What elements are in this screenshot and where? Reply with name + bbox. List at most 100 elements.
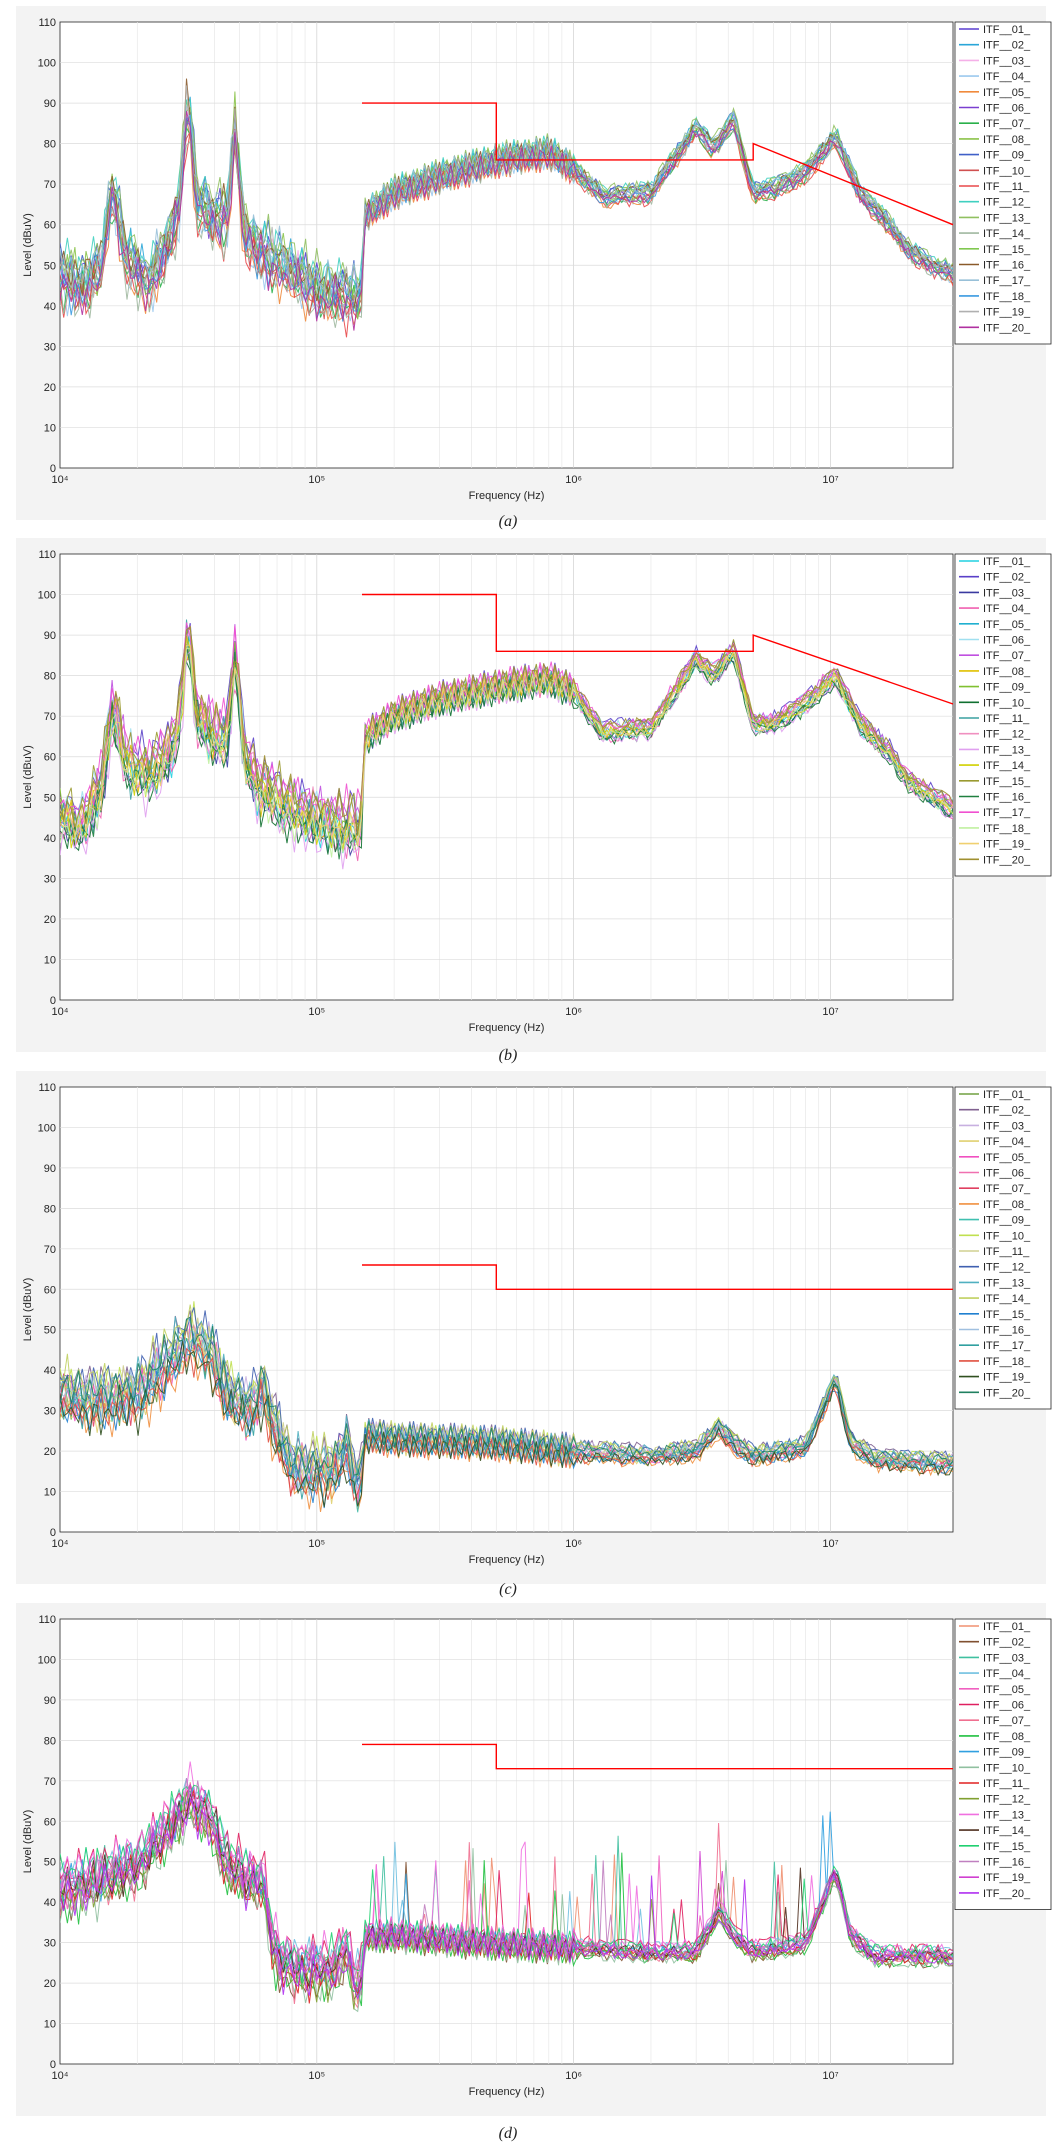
- plot-area: [59, 553, 954, 1001]
- y-tick-label: 0: [50, 995, 56, 1007]
- legend-entry: ITF__10_: [983, 1230, 1031, 1242]
- chart-panel-a: 0 10 20 30 40 50 60 70 80 90 100 110 10⁴ 10⁵ 10⁶ 10⁷ Fre…: [16, 6, 1052, 530]
- legend: ITF__01_ ITF__02_ ITF__03_ ITF__04_ ITF__05_…: [954, 553, 1052, 877]
- legend-entry: ITF__07_: [983, 650, 1031, 662]
- legend-entry: ITF__14_: [983, 228, 1031, 240]
- y-tick-label: 10: [44, 1487, 56, 1499]
- y-tick-label: 20: [44, 1446, 56, 1458]
- y-tick-label: 100: [38, 1654, 56, 1666]
- y-tick-label: 20: [44, 1978, 56, 1990]
- x-tick-label: 10⁴: [52, 1538, 69, 1550]
- y-tick-label: 60: [44, 1284, 56, 1296]
- y-tick-label: 50: [44, 1857, 56, 1869]
- legend-entry: ITF__09_: [983, 1747, 1031, 1759]
- panel-caption: (d): [499, 2125, 518, 2142]
- legend-entry: ITF__08_: [983, 666, 1031, 678]
- legend-entry: ITF__13_: [983, 744, 1031, 756]
- legend-entry: ITF__11_: [983, 713, 1030, 725]
- x-axis-label: Frequency (Hz): [469, 2086, 545, 2098]
- y-tick-label: 100: [38, 590, 56, 602]
- x-tick-label: 10⁶: [565, 1538, 582, 1550]
- y-tick-label: 0: [50, 1527, 56, 1539]
- y-tick-label: 100: [38, 58, 56, 70]
- legend-entry: ITF__02_: [983, 1105, 1031, 1117]
- y-tick-label: 110: [38, 1614, 56, 1626]
- y-axis-label: Level (dBuV): [22, 1278, 34, 1342]
- legend: ITF__01_ ITF__02_ ITF__03_ ITF__04_ ITF__05_…: [954, 21, 1052, 345]
- legend-entry: ITF__01_: [983, 556, 1031, 568]
- limit-line: [362, 593, 954, 705]
- y-tick-label: 60: [44, 220, 56, 232]
- series-line: [60, 647, 953, 858]
- x-axis-label: Frequency (Hz): [469, 490, 545, 502]
- x-tick-label: 10⁵: [308, 474, 325, 486]
- legend-entry: ITF__19_: [983, 307, 1031, 319]
- legend-entry: ITF__09_: [983, 1215, 1031, 1227]
- legend-entry: ITF__11_: [983, 1778, 1030, 1790]
- x-tick-label: 10⁵: [308, 2070, 325, 2082]
- y-tick-label: 30: [44, 873, 56, 885]
- y-tick-label: 80: [44, 139, 56, 151]
- x-tick-label: 10⁶: [565, 1006, 582, 1018]
- y-tick-label: 90: [44, 1163, 56, 1175]
- x-tick-label: 10⁴: [52, 2070, 69, 2082]
- legend-entry: ITF__07_: [983, 118, 1031, 130]
- y-tick-label: 0: [50, 463, 56, 475]
- legend-entry: ITF__06_: [983, 1168, 1031, 1180]
- series-line: [60, 622, 953, 833]
- legend-entry: ITF__15_: [983, 1309, 1031, 1321]
- legend-entry: ITF__20_: [983, 854, 1031, 866]
- y-tick-label: 10: [44, 2019, 56, 2031]
- legend-entry: ITF__07_: [983, 1183, 1031, 1195]
- x-tick-label: 10⁷: [822, 2070, 838, 2082]
- legend-entry: ITF__12_: [983, 1262, 1031, 1274]
- x-axis-label: Frequency (Hz): [469, 1022, 545, 1034]
- y-tick-label: 110: [38, 549, 56, 561]
- legend-entry: ITF__13_: [983, 212, 1031, 224]
- legend-entry: ITF__15_: [983, 1841, 1031, 1853]
- legend-entry: ITF__08_: [983, 1731, 1031, 1743]
- plot-area: [59, 21, 954, 469]
- legend-entry: ITF__17_: [983, 807, 1031, 819]
- legend-entry: ITF__08_: [983, 1199, 1031, 1211]
- series-line: [60, 1340, 953, 1508]
- legend-entry: ITF__05_: [983, 1684, 1031, 1696]
- y-tick-label: 20: [44, 382, 56, 394]
- legend-entry: ITF__09_: [983, 150, 1031, 162]
- legend-entry: ITF__19_: [983, 1872, 1031, 1884]
- legend-entry: ITF__20_: [983, 1888, 1031, 1900]
- series-group: [60, 619, 953, 870]
- series-line: [60, 1797, 953, 2001]
- y-axis-label: Level (dBuV): [22, 745, 34, 809]
- legend-entry: ITF__04_: [983, 1668, 1031, 1680]
- series-line: [60, 118, 953, 320]
- y-tick-label: 90: [44, 1695, 56, 1707]
- y-tick-label: 80: [44, 1203, 56, 1215]
- legend-entry: ITF__03_: [983, 55, 1031, 67]
- legend-entry: ITF__01_: [983, 1621, 1031, 1633]
- legend: ITF__01_ ITF__02_ ITF__03_ ITF__04_ ITF__05_…: [954, 1086, 1052, 1410]
- y-tick-label: 30: [44, 1406, 56, 1418]
- limit-line: [362, 1264, 953, 1290]
- x-tick-label: 10⁷: [822, 1006, 838, 1018]
- legend-entry: ITF__04_: [983, 603, 1031, 615]
- y-axis-label: Level (dBuV): [22, 213, 34, 277]
- legend: ITF__01_ ITF__02_ ITF__03_ ITF__04_ ITF__05_…: [954, 1618, 1052, 1911]
- series-line: [60, 118, 953, 320]
- legend-entry: ITF__16_: [983, 792, 1031, 804]
- y-tick-label: 80: [44, 1735, 56, 1747]
- limit-line: [362, 1743, 953, 1770]
- legend-entry: ITF__15_: [983, 244, 1031, 256]
- legend-entry: ITF__13_: [983, 1809, 1031, 1821]
- series-line: [60, 625, 953, 834]
- legend-entry: ITF__02_: [983, 572, 1031, 584]
- y-tick-label: 60: [44, 1816, 56, 1828]
- y-tick-label: 40: [44, 301, 56, 313]
- legend-entry: ITF__11_: [983, 181, 1030, 193]
- x-tick-label: 10⁵: [308, 1538, 325, 1550]
- legend-entry: ITF__01_: [983, 24, 1031, 36]
- y-tick-label: 40: [44, 1365, 56, 1377]
- y-tick-label: 30: [44, 341, 56, 353]
- legend-entry: ITF__19_: [983, 839, 1031, 851]
